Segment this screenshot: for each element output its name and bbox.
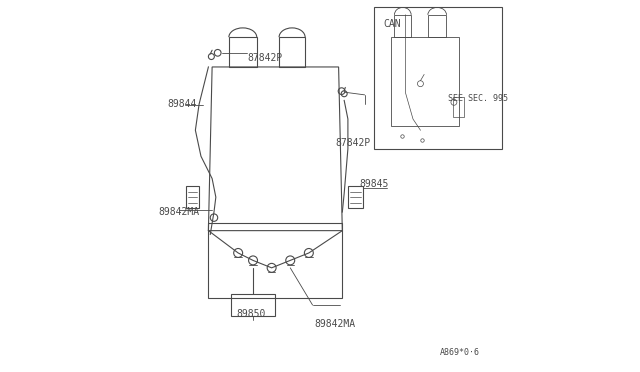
Bar <box>374 7 502 149</box>
Text: A869*0·6: A869*0·6 <box>440 348 480 357</box>
Text: 89844: 89844 <box>168 99 197 109</box>
Text: SEE SEC. 995: SEE SEC. 995 <box>449 94 508 103</box>
Text: 89845: 89845 <box>359 179 388 189</box>
Text: 87842P: 87842P <box>335 138 370 148</box>
Text: 89842MA: 89842MA <box>158 207 199 217</box>
Text: 87842P: 87842P <box>248 53 283 62</box>
Bar <box>453 97 465 117</box>
Text: CAN: CAN <box>383 19 401 29</box>
Bar <box>231 294 275 316</box>
Text: 89850: 89850 <box>236 310 266 319</box>
Text: 89842MA: 89842MA <box>314 319 356 328</box>
